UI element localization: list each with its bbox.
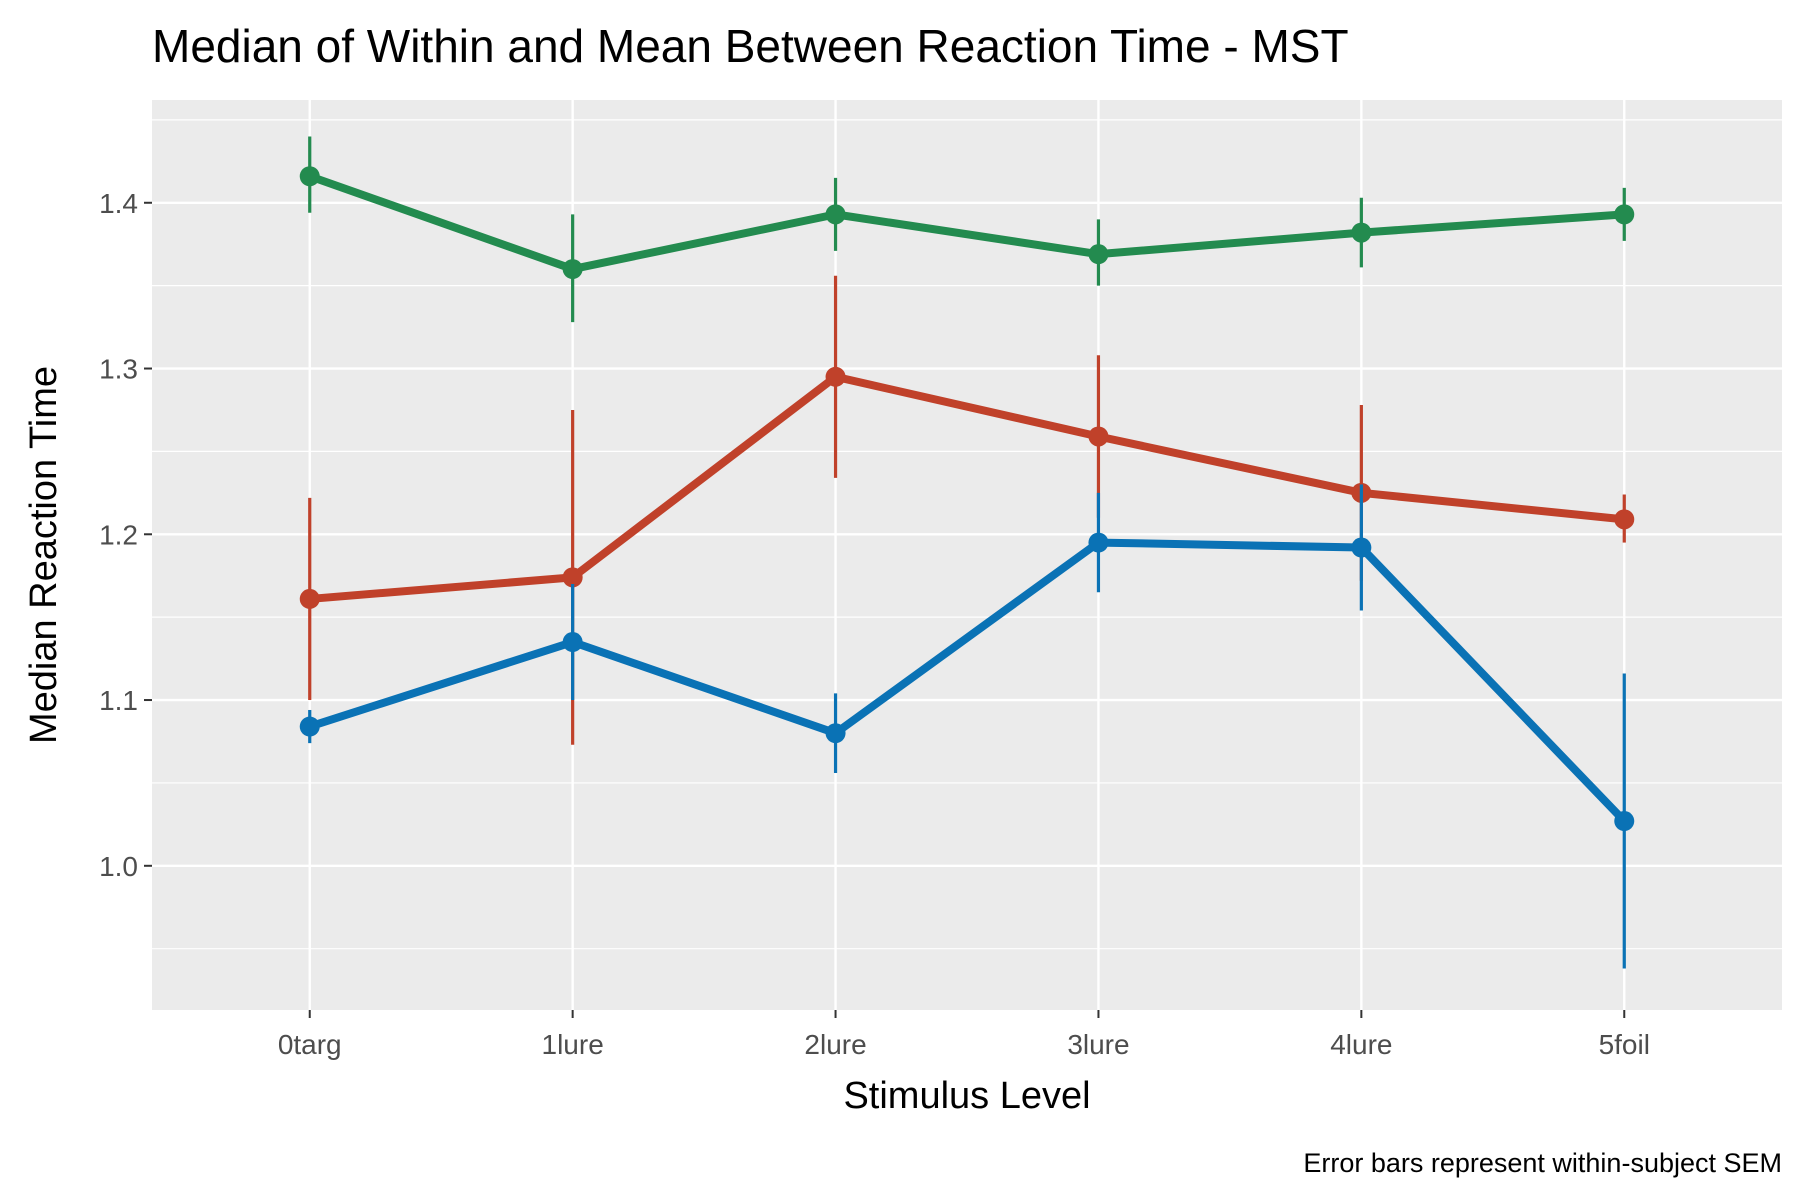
chart-title: Median of Within and Mean Between Reacti… bbox=[152, 20, 1349, 72]
series-2 bbox=[299, 484, 1635, 969]
data-point bbox=[825, 723, 846, 744]
grid-minor bbox=[152, 119, 1782, 950]
series-line bbox=[308, 538, 1628, 824]
data-point bbox=[1614, 811, 1635, 832]
series-line bbox=[308, 172, 1625, 274]
y-tick-label: 1.3 bbox=[99, 354, 138, 385]
series-0 bbox=[299, 136, 1635, 323]
y-axis-title: Median Reaction Time bbox=[23, 366, 65, 744]
x-tick-label: 3lure bbox=[1067, 1029, 1129, 1060]
x-tick-label: 0targ bbox=[278, 1029, 342, 1060]
x-tick-label: 5foil bbox=[1599, 1029, 1650, 1060]
y-tick-label: 1.1 bbox=[99, 685, 138, 716]
data-point bbox=[1088, 244, 1109, 265]
data-point bbox=[562, 567, 583, 588]
x-tick-label: 4lure bbox=[1330, 1029, 1392, 1060]
x-tick-label: 2lure bbox=[804, 1029, 866, 1060]
data-point bbox=[825, 204, 846, 225]
data-point bbox=[299, 588, 320, 609]
data-point bbox=[299, 166, 320, 187]
x-axis: 0targ 1lure 2lure 3lure 4lure 5foil bbox=[278, 1010, 1650, 1060]
x-axis-title: Stimulus Level bbox=[843, 1075, 1090, 1117]
y-tick-label: 1.2 bbox=[99, 519, 138, 550]
chart-caption: Error bars represent within-subject SEM bbox=[1303, 1148, 1782, 1178]
data-point bbox=[299, 716, 320, 737]
y-tick-label: 1.0 bbox=[99, 851, 138, 882]
series-line bbox=[309, 372, 1625, 603]
y-axis: 1.0 1.1 1.2 1.3 1.4 bbox=[99, 188, 152, 882]
x-tick-label: 1lure bbox=[542, 1029, 604, 1060]
plot-panel bbox=[152, 100, 1782, 1010]
data-point bbox=[1614, 204, 1635, 225]
series-layer bbox=[299, 136, 1635, 969]
data-point bbox=[1614, 509, 1635, 530]
data-point bbox=[1351, 222, 1372, 243]
data-point bbox=[825, 366, 846, 387]
data-point bbox=[1351, 537, 1372, 558]
series-1 bbox=[299, 275, 1635, 745]
y-tick-label: 1.4 bbox=[99, 188, 138, 219]
data-point bbox=[1088, 532, 1109, 553]
data-point bbox=[562, 632, 583, 653]
data-point bbox=[562, 259, 583, 280]
data-point bbox=[1088, 426, 1109, 447]
